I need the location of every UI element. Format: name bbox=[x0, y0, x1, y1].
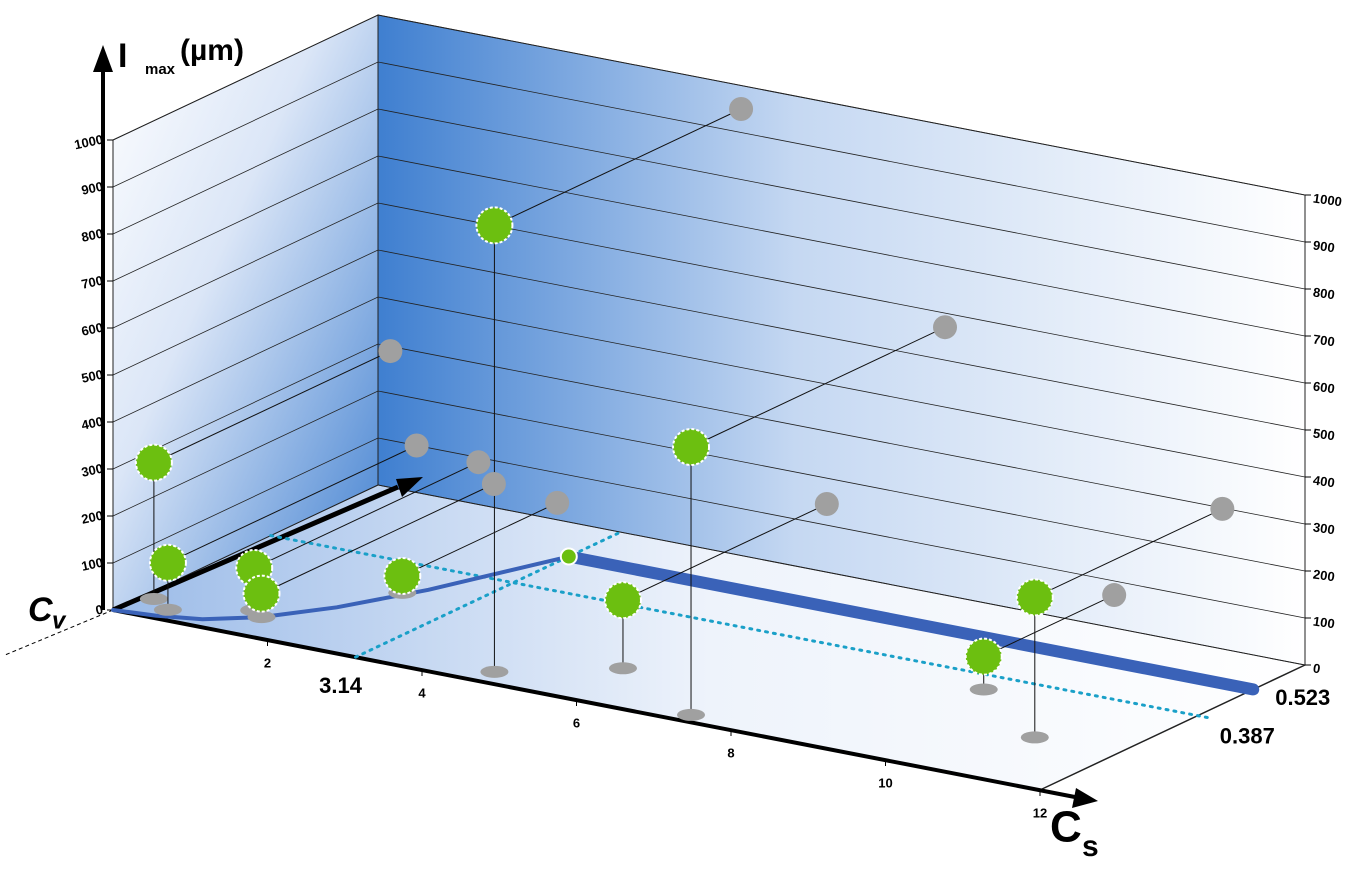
wall-shadow bbox=[1102, 583, 1126, 607]
x-tick-label: 10 bbox=[878, 775, 892, 790]
floor-shadow bbox=[1021, 731, 1049, 743]
y-tick-label: 700 bbox=[80, 273, 104, 292]
point bbox=[673, 429, 709, 465]
y-tick-label: 400 bbox=[80, 414, 104, 433]
reference-label: 0.523 bbox=[1275, 685, 1330, 710]
y-tick-label: 100 bbox=[1312, 614, 1336, 632]
wall-shadow bbox=[1210, 497, 1234, 521]
x-tick-label: 2 bbox=[264, 655, 271, 670]
wall-shadow bbox=[545, 491, 569, 515]
wall-shadow bbox=[405, 434, 429, 458]
point bbox=[243, 576, 279, 612]
y-tick-label: 500 bbox=[80, 367, 104, 386]
reference-label: 0.387 bbox=[1220, 723, 1275, 748]
point bbox=[384, 558, 420, 594]
y-tick-label: 200 bbox=[1312, 567, 1336, 585]
y-tick-label: 900 bbox=[80, 179, 104, 198]
x-axis-label: C bbox=[1050, 803, 1082, 852]
y-tick-label: 100 bbox=[80, 555, 104, 574]
y-tick-label: 600 bbox=[80, 320, 104, 339]
wall-shadow bbox=[729, 97, 753, 121]
floor-shadow bbox=[480, 666, 508, 678]
point bbox=[605, 582, 641, 618]
y-tick-label: 500 bbox=[1312, 426, 1336, 444]
wall-shadow bbox=[482, 472, 506, 496]
reference-label: 3.14 bbox=[319, 673, 363, 698]
y-tick-label: 200 bbox=[80, 508, 104, 527]
y-tick-label: 300 bbox=[80, 461, 104, 480]
wall-shadow bbox=[466, 450, 490, 474]
x-tick-label: 8 bbox=[727, 745, 734, 760]
floor-shadow bbox=[677, 709, 705, 721]
x-tick-label: 4 bbox=[418, 685, 426, 700]
y-tick-label: 800 bbox=[1312, 285, 1336, 303]
floor-shadow bbox=[154, 604, 182, 616]
y-tick-label: 400 bbox=[1312, 473, 1336, 491]
y-tick-label: 600 bbox=[1312, 379, 1336, 397]
z-axis-label-sub: v bbox=[52, 607, 67, 634]
floor-shadow bbox=[970, 683, 998, 695]
point bbox=[136, 445, 172, 481]
point bbox=[966, 639, 1002, 675]
floor-shadow bbox=[140, 593, 168, 605]
y-tick-label: 700 bbox=[1312, 332, 1336, 350]
point bbox=[1017, 579, 1053, 615]
point bbox=[476, 207, 512, 243]
y-axis-unit: (µm) bbox=[180, 34, 244, 67]
x-tick-label: 12 bbox=[1033, 805, 1047, 820]
wall-shadow bbox=[933, 315, 957, 339]
y-tick-label: 900 bbox=[1312, 238, 1336, 256]
y-tick-label: 0 bbox=[1312, 661, 1321, 677]
wall-shadow bbox=[378, 339, 402, 363]
y-axis-label: I bbox=[118, 37, 127, 75]
y-tick-label: 1000 bbox=[1312, 191, 1343, 210]
y-axis-label-sub: max bbox=[145, 61, 176, 78]
x-tick-label: 6 bbox=[573, 715, 580, 730]
z-axis-label: C bbox=[28, 591, 53, 629]
wall-shadow bbox=[815, 492, 839, 516]
y-tick-label: 1000 bbox=[73, 132, 104, 153]
chart: 0010010020020030030040040050050060060070… bbox=[0, 0, 1349, 871]
floor-shadow bbox=[609, 662, 637, 674]
point bbox=[150, 545, 186, 581]
y-tick-label: 300 bbox=[1312, 520, 1336, 538]
sphere-point bbox=[561, 549, 577, 565]
y-tick-label: 800 bbox=[80, 226, 104, 245]
y-axis-arrow bbox=[93, 45, 113, 72]
x-axis-label-sub: s bbox=[1082, 830, 1099, 863]
floor-shadow bbox=[247, 611, 275, 623]
